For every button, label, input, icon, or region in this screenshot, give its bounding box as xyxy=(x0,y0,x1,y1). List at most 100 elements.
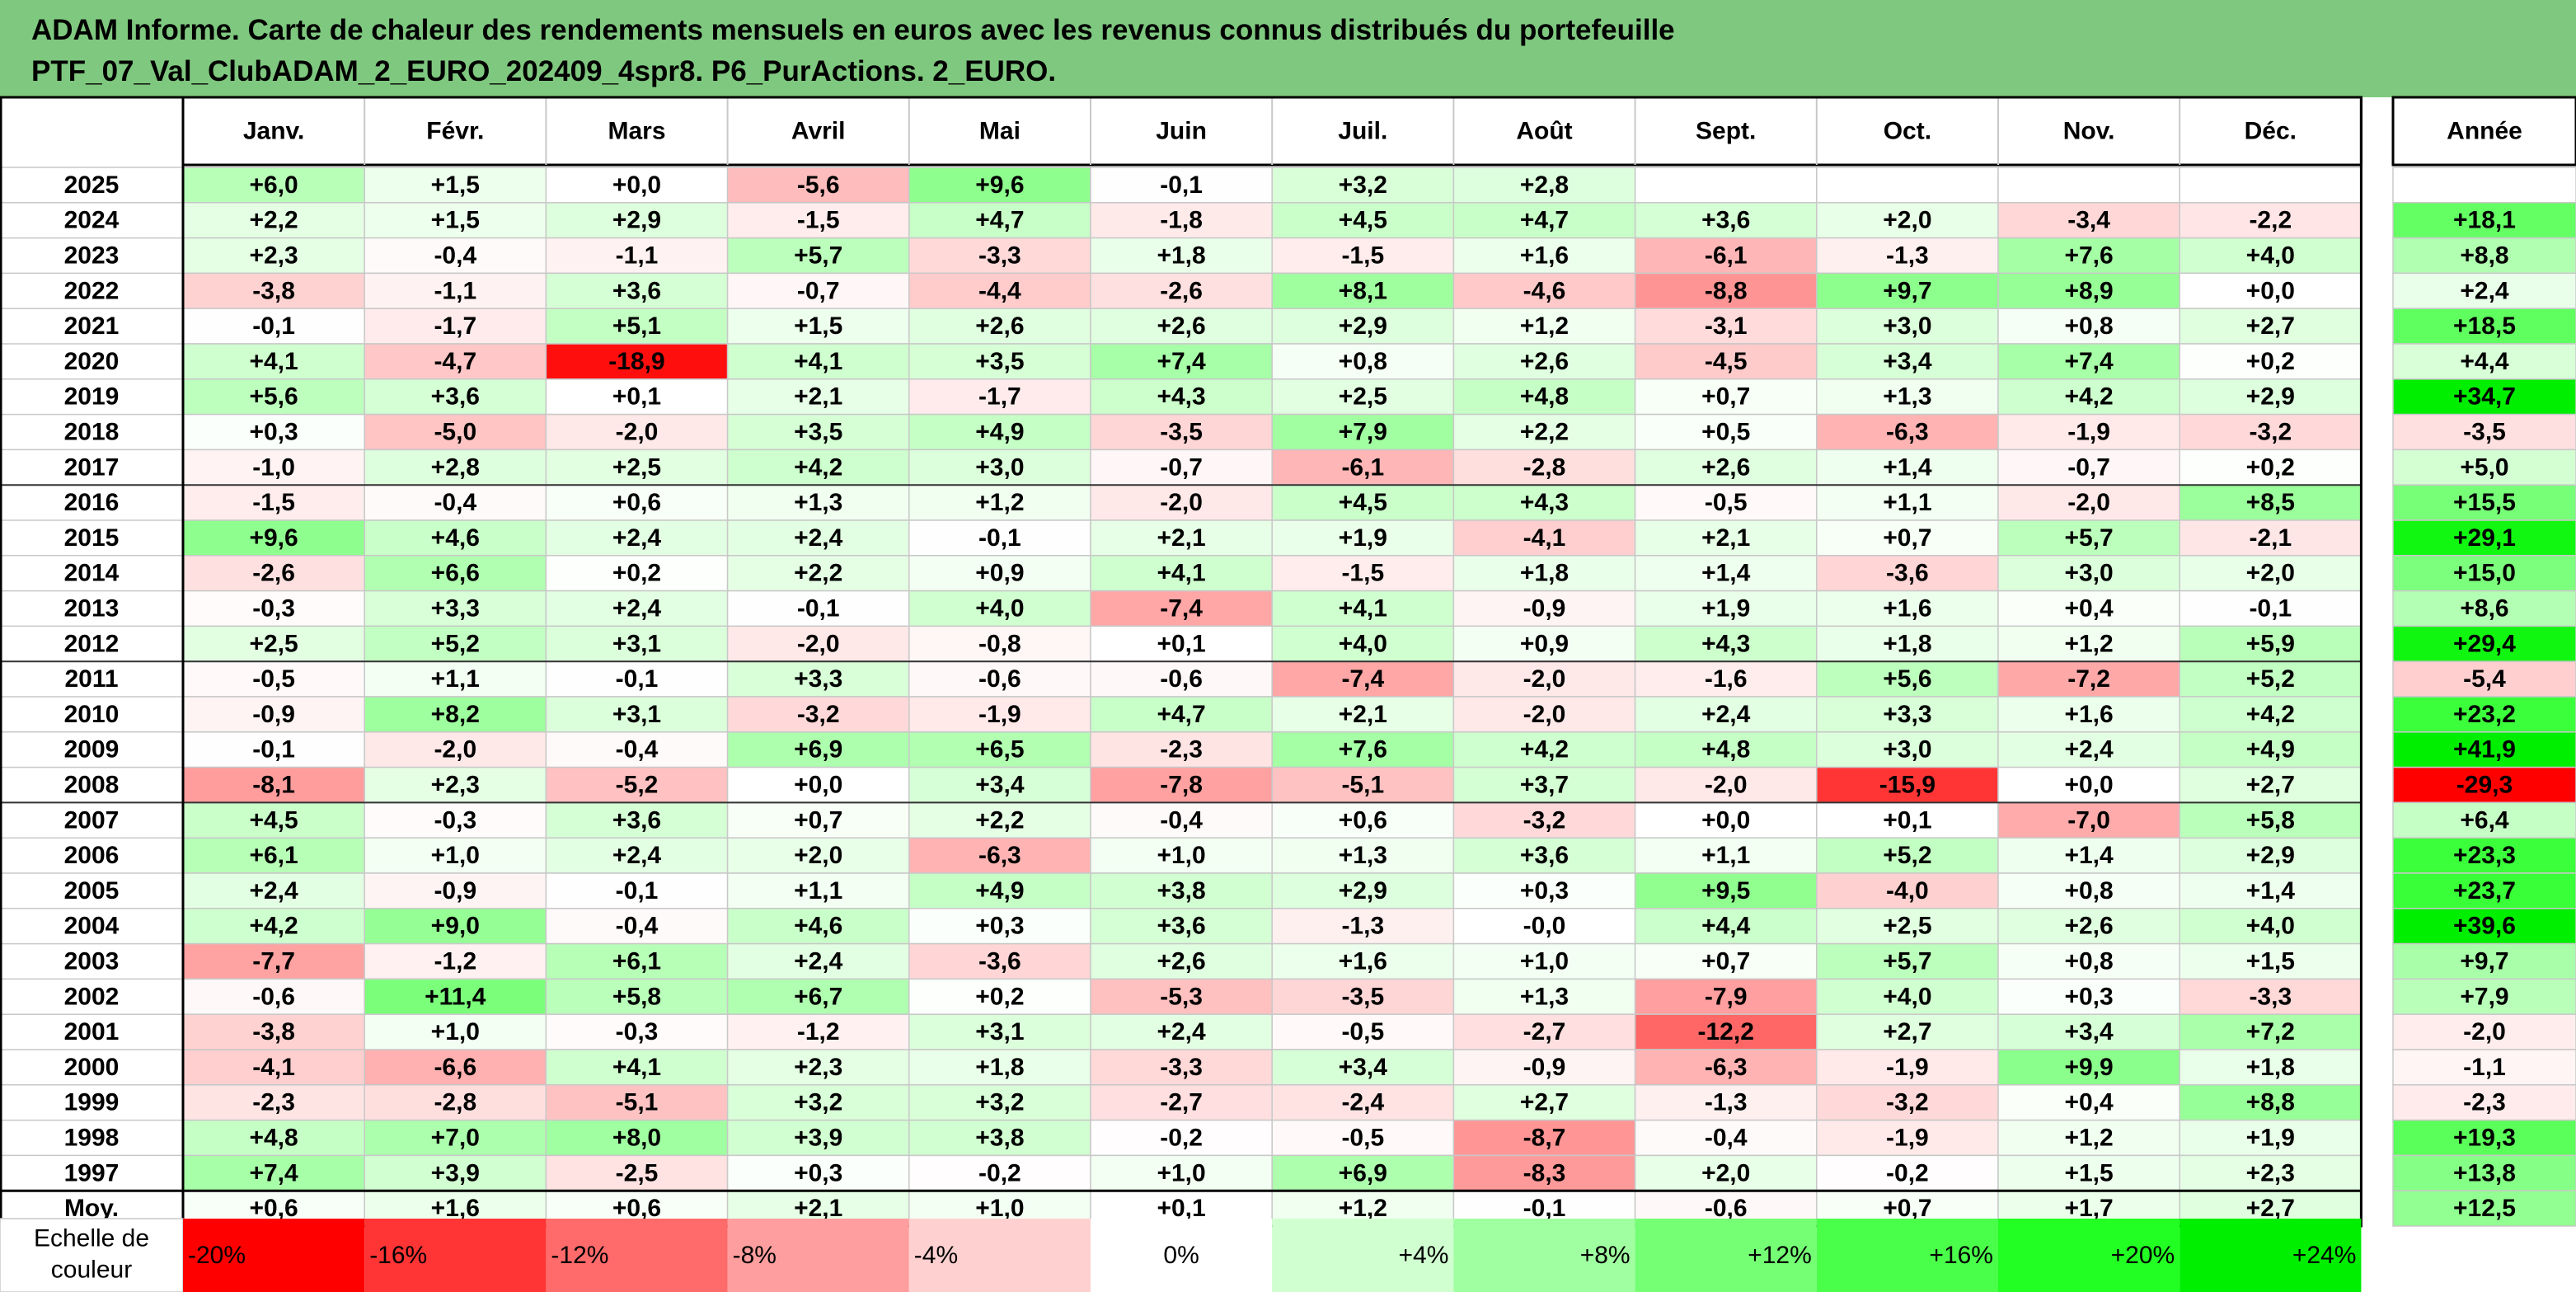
heatmap-cell xyxy=(2179,625,2363,662)
cell-value: +0,3 xyxy=(1520,877,1569,904)
row-label-2017: 2017 xyxy=(64,453,120,481)
heatmap-cell xyxy=(1090,272,1273,309)
heatmap-cell xyxy=(1271,449,1455,486)
heatmap-cell xyxy=(908,555,1091,592)
heatmap-cell xyxy=(2179,1049,2363,1086)
heatmap-cell xyxy=(364,519,547,557)
heatmap-cell xyxy=(1090,625,1273,662)
cell-value: -2,0 xyxy=(1523,701,1566,728)
heatmap-cell xyxy=(1634,1084,1818,1121)
heatmap-cell xyxy=(545,449,729,486)
row-label-2015: 2015 xyxy=(64,524,120,552)
annual-value: +29,1 xyxy=(2453,524,2516,552)
heatmap-cell xyxy=(545,272,729,309)
heatmap-cell xyxy=(726,449,910,486)
annual-value: +15,0 xyxy=(2453,560,2516,587)
cell-value: +0,2 xyxy=(612,560,661,587)
cell-value: -8,8 xyxy=(1705,277,1748,304)
cell-value: +0,0 xyxy=(1701,806,1750,834)
cell-value: +2,6 xyxy=(975,312,1024,340)
cell-value: +0,8 xyxy=(2064,312,2113,340)
cell-value: +1,7 xyxy=(2064,1195,2113,1222)
column-header-7: Juil. xyxy=(1338,118,1387,145)
cell-value: -0,6 xyxy=(978,665,1021,693)
color-scale-swatch xyxy=(1816,1219,1998,1292)
cell-value: +7,4 xyxy=(1157,348,1206,375)
cell-value: +4,9 xyxy=(975,877,1024,904)
cell-value: -4,1 xyxy=(1523,524,1566,552)
row-label-2005: 2005 xyxy=(64,877,120,904)
cell-value: +3,1 xyxy=(975,1018,1024,1045)
color-scale-swatch xyxy=(546,1219,728,1292)
heatmap-cell xyxy=(1997,1013,2180,1050)
row-label-2006: 2006 xyxy=(64,842,120,869)
cell-value: -5,1 xyxy=(616,1089,659,1116)
row-label-2004: 2004 xyxy=(64,913,120,940)
heatmap-cell xyxy=(726,202,910,239)
cell-value: -6,3 xyxy=(1705,1054,1748,1081)
heatmap-cell xyxy=(1816,413,1999,451)
cell-value: -0,1 xyxy=(252,312,295,340)
cell-value: +4,6 xyxy=(794,913,842,940)
cell-value: +4,5 xyxy=(249,806,298,834)
cell-value: +3,5 xyxy=(975,348,1024,375)
cell-value: +7,2 xyxy=(2246,1018,2295,1045)
cell-value: +4,0 xyxy=(1339,630,1387,657)
heatmap-cell xyxy=(908,343,1091,380)
annual-value: +5,0 xyxy=(2460,453,2508,481)
heatmap-cell xyxy=(1271,519,1455,557)
cell-value: +1,5 xyxy=(794,312,842,340)
color-scale-tick: -12% xyxy=(551,1242,608,1269)
heatmap-cell xyxy=(1816,590,1999,627)
cell-value: +4,6 xyxy=(431,524,480,552)
cell-value: -0,9 xyxy=(1523,595,1566,623)
heatmap-cell xyxy=(726,978,910,1015)
heatmap-cell xyxy=(545,942,729,980)
cell-value: +4,8 xyxy=(1520,383,1569,411)
cell-value: +3,7 xyxy=(1520,772,1569,799)
cell-value: -0,9 xyxy=(434,877,476,904)
cell-value: +6,7 xyxy=(794,983,842,1010)
column-header-1: Janv. xyxy=(243,118,305,145)
color-scale-tick: +12% xyxy=(1748,1242,1812,1269)
heatmap-cell xyxy=(1271,590,1455,627)
cell-value: +2,2 xyxy=(975,806,1024,834)
cell-value: +0,7 xyxy=(1701,948,1750,975)
cell-value: -3,1 xyxy=(1705,312,1748,340)
cell-value: -0,8 xyxy=(978,630,1021,657)
color-scale-tick: -8% xyxy=(733,1242,777,1269)
cell-value: +0,1 xyxy=(1883,806,1931,834)
heatmap-cell xyxy=(545,731,729,768)
cell-value: -2,5 xyxy=(616,1159,659,1186)
color-scale-tick: +16% xyxy=(1929,1242,1993,1269)
heatmap-cell xyxy=(1634,167,1818,204)
row-label-2025: 2025 xyxy=(64,171,120,199)
heatmap-cell xyxy=(2179,837,2363,874)
heatmap-cell xyxy=(1090,1049,1273,1086)
heatmap-cell xyxy=(1090,731,1273,768)
heatmap-cell xyxy=(1090,696,1273,733)
heatmap-cell xyxy=(1997,1084,2180,1121)
cell-value: +0,1 xyxy=(1157,630,1205,657)
annual-value: -3,5 xyxy=(2463,419,2506,446)
cell-value: -2,0 xyxy=(797,630,840,657)
annual-value: +18,5 xyxy=(2453,312,2516,340)
cell-value: +4,7 xyxy=(1157,701,1205,728)
cell-value: +5,6 xyxy=(249,383,298,411)
cell-value: -7,8 xyxy=(1160,772,1203,799)
heatmap-cell xyxy=(726,272,910,309)
cell-value: +1,2 xyxy=(2064,1125,2113,1152)
cell-value: +3,0 xyxy=(1883,736,1931,763)
heatmap-cell xyxy=(1452,978,1636,1015)
heatmap-cell xyxy=(1634,942,1818,980)
cell-value: +1,4 xyxy=(1701,560,1751,587)
cell-value: -0,5 xyxy=(252,665,295,693)
cell-value: -0,5 xyxy=(1705,489,1748,516)
cell-value: -5,1 xyxy=(1341,772,1384,799)
cell-value: +5,7 xyxy=(2064,524,2113,552)
cell-value: -2,3 xyxy=(252,1089,295,1116)
cell-value: -2,8 xyxy=(434,1089,476,1116)
heatmap-cell xyxy=(1452,1013,1636,1050)
row-label-2014: 2014 xyxy=(64,560,120,587)
heatmap-cell xyxy=(364,308,547,345)
